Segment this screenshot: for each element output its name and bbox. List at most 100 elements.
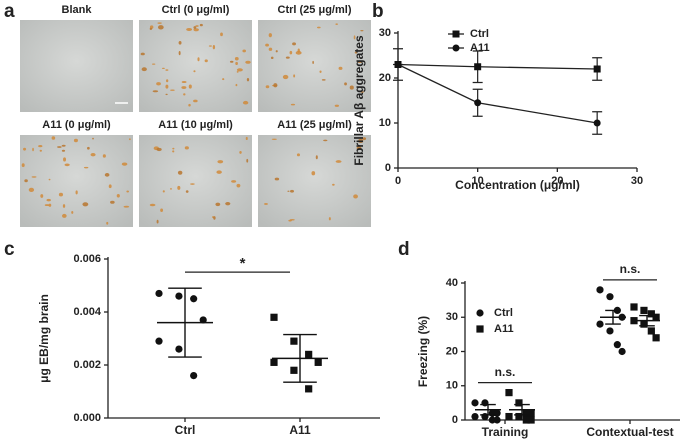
- marker: [596, 320, 604, 328]
- aggregate: [62, 213, 67, 218]
- image-label: A11 (0 μg/ml): [42, 119, 111, 131]
- error-bar: [168, 287, 202, 358]
- aggregate: [215, 202, 221, 207]
- aggregate: [165, 93, 168, 96]
- aggregate: [335, 160, 342, 163]
- marker: [471, 412, 479, 421]
- y-tick-label: 0.002: [73, 359, 101, 371]
- aggregate: [28, 187, 35, 192]
- aggregate: [312, 60, 314, 65]
- aggregate: [152, 90, 159, 93]
- aggregate: [51, 136, 56, 140]
- y-axis-label: Freezing (%): [416, 316, 430, 387]
- aggregate: [265, 85, 270, 89]
- x-tick-label: Training: [482, 425, 529, 439]
- y-tick-label: 0: [385, 162, 391, 174]
- y-tick-label: 40: [446, 277, 458, 289]
- aggregate: [177, 170, 183, 175]
- aggregate: [236, 183, 241, 188]
- aggregate: [128, 138, 131, 141]
- marker: [452, 44, 460, 52]
- aggregate: [293, 74, 296, 78]
- aggregate: [287, 190, 290, 192]
- aggregate: [268, 47, 273, 51]
- aggregate: [116, 194, 120, 198]
- aggregate: [82, 202, 89, 207]
- aggregate: [285, 56, 290, 59]
- aggregate: [197, 57, 200, 62]
- marker: [630, 303, 638, 311]
- aggregate: [264, 202, 268, 205]
- panel-label: b: [372, 1, 384, 22]
- aggregate: [213, 216, 216, 220]
- aggregate: [234, 57, 239, 61]
- marker: [452, 30, 460, 38]
- error-bar: [639, 314, 655, 327]
- x-tick-label: 20: [551, 175, 563, 187]
- marker: [522, 409, 530, 417]
- marker: [493, 409, 501, 417]
- aggregate: [31, 176, 37, 178]
- aggregate: [229, 60, 234, 63]
- error-bar: [283, 333, 317, 383]
- aggregate: [185, 190, 189, 193]
- aggregate: [242, 49, 246, 53]
- legend-label: A11: [470, 42, 490, 54]
- aggregate: [48, 178, 51, 181]
- error-bar: [480, 403, 496, 416]
- marker: [606, 293, 614, 301]
- aggregate: [338, 66, 343, 70]
- x-tick-label: 10: [472, 175, 484, 187]
- marker: [155, 289, 163, 298]
- x-tick-label: Contextual-test: [586, 425, 673, 439]
- marker: [652, 334, 660, 342]
- aggregate: [334, 104, 339, 107]
- aggregate: [64, 163, 70, 167]
- aggregate: [160, 208, 164, 212]
- panel-label: a: [4, 1, 15, 22]
- aggregate: [44, 204, 50, 207]
- aggregate: [161, 67, 165, 70]
- aggregate: [165, 84, 169, 89]
- aggregate: [23, 147, 27, 151]
- series-line: [397, 63, 598, 70]
- aggregate: [186, 28, 193, 31]
- aggregate: [356, 146, 362, 150]
- marker: [175, 292, 183, 300]
- aggregate: [208, 45, 212, 47]
- aggregate: [48, 203, 52, 207]
- aggregate: [121, 162, 128, 166]
- marker: [190, 372, 198, 380]
- marker: [290, 366, 298, 374]
- marker: [474, 99, 482, 107]
- legend-label: A11: [494, 323, 514, 335]
- aggregate: [335, 23, 339, 25]
- aggregate: [123, 205, 130, 208]
- aggregate: [110, 200, 115, 204]
- aggregate: [40, 194, 44, 198]
- aggregate: [353, 194, 358, 199]
- marker: [515, 399, 523, 407]
- marker: [606, 327, 614, 335]
- y-tick-label: 10: [379, 117, 391, 129]
- aggregate: [323, 139, 328, 142]
- aggregate: [204, 59, 208, 63]
- aggregate: [156, 82, 161, 86]
- aggregate: [362, 137, 367, 141]
- marker: [305, 385, 313, 393]
- image-label: Ctrl (0 μg/ml): [162, 4, 230, 16]
- aggregate: [225, 201, 231, 206]
- marker: [527, 409, 535, 417]
- image-label: Ctrl (25 μg/ml): [278, 4, 352, 16]
- aggregate: [354, 51, 358, 54]
- marker: [474, 63, 482, 71]
- aggregate: [222, 78, 225, 81]
- marker: [476, 325, 484, 333]
- aggregate: [239, 151, 242, 154]
- aggregate: [108, 184, 112, 189]
- aggregate: [71, 211, 74, 214]
- aggregate: [178, 51, 181, 56]
- aggregate: [315, 155, 318, 160]
- aggregate: [275, 50, 278, 53]
- aggregate: [183, 93, 186, 96]
